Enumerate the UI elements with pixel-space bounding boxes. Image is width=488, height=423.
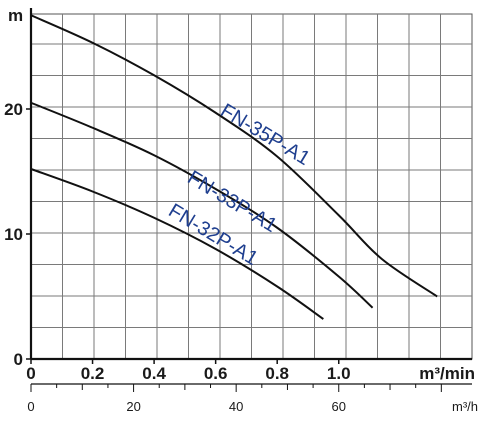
x2-tick-label: 60 (332, 399, 346, 414)
grid (30, 13, 473, 360)
y-tick-label: 0 (14, 350, 23, 369)
x-tick-label: 0.2 (81, 364, 105, 383)
curve-label: FN-35P-A1 (217, 100, 314, 170)
x-tick-label: 0.4 (142, 364, 166, 383)
x-axis-unit: m³/min (419, 364, 475, 383)
x-tick-label: 0.8 (265, 364, 289, 383)
axes: 0 10 20 m 0 0.2 0.4 0.6 0.8 1.0 m³/min 0 20 40 60 m³/h (4, 6, 478, 414)
x2-tick-label: 40 (229, 399, 243, 414)
curve-fn-33p-a1 (30, 101, 374, 309)
y-tick-label: 10 (4, 225, 23, 244)
series-group (30, 14, 438, 320)
x2-axis-unit: m³/h (452, 399, 478, 414)
x-tick-label: 0.6 (204, 364, 228, 383)
y-tick-label: 20 (4, 100, 23, 119)
x2-tick-label: 20 (126, 399, 140, 414)
x-tick-label: 0 (26, 364, 35, 383)
y-axis-unit: m (8, 6, 23, 25)
curve-fn-32p-a1 (30, 168, 324, 320)
curve-fn-35p-a1 (30, 14, 438, 298)
x-tick-label: 1.0 (327, 364, 351, 383)
x2-tick-label: 0 (27, 399, 34, 414)
